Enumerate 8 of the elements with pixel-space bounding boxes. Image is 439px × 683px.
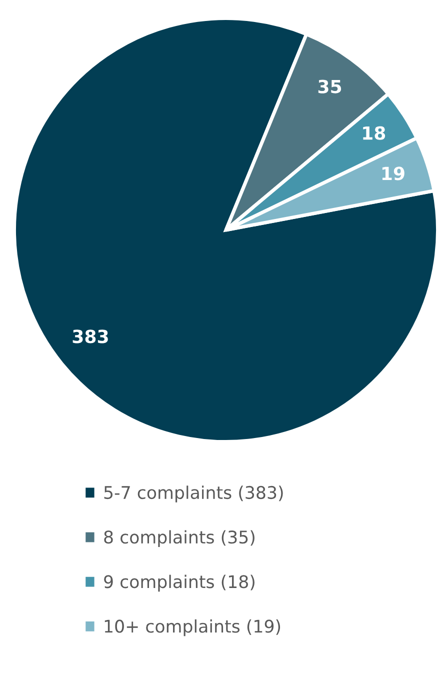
data-label: 383 <box>72 330 108 344</box>
legend-label: 10+ complaints (19) <box>104 619 280 636</box>
data-label: 19 <box>382 166 404 180</box>
legend-label: 9 complaints (18) <box>104 574 254 592</box>
data-label: 35 <box>318 80 342 94</box>
legend-label: 5-7 complaints (383) <box>104 486 283 502</box>
legend-label: 8 complaints (35) <box>104 530 254 548</box>
data-label: 18 <box>363 126 386 140</box>
